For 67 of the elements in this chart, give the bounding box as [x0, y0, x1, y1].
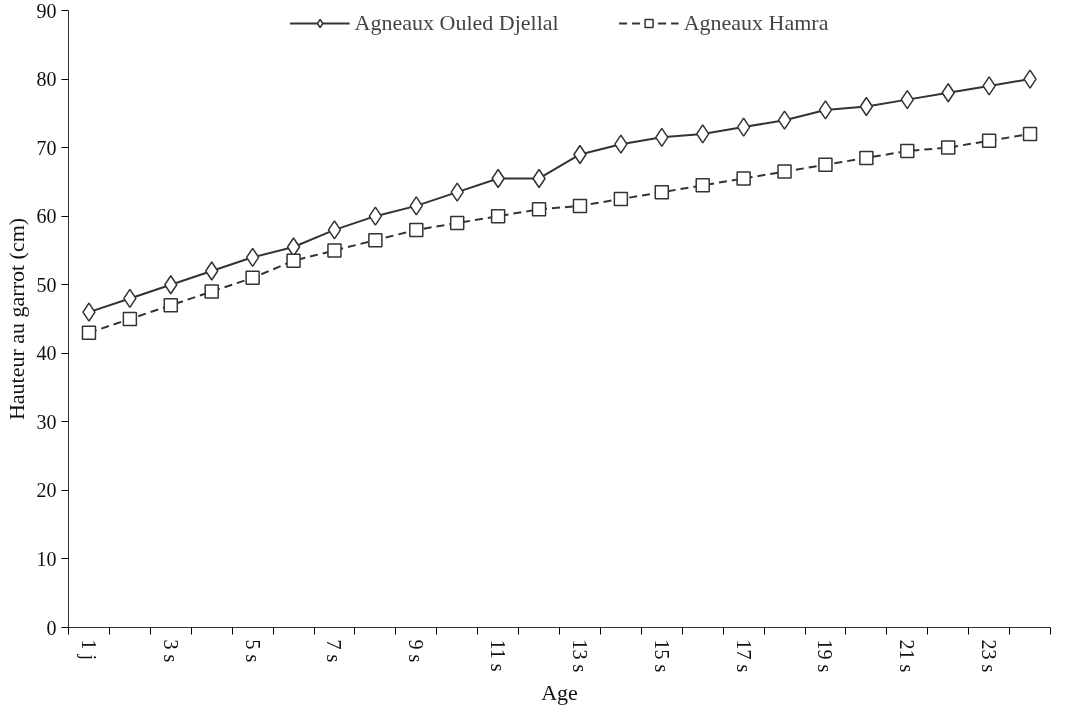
legend-label: Agneaux Hamra	[683, 10, 829, 36]
x-axis-title: Age	[541, 680, 578, 706]
x-tick-label: 7 s	[323, 639, 346, 663]
point	[409, 196, 424, 216]
point	[654, 184, 670, 200]
point	[122, 311, 138, 327]
y-tick-label: 80	[36, 68, 57, 91]
point	[327, 220, 342, 240]
point	[941, 83, 955, 103]
y-tick-label: 50	[36, 273, 57, 296]
y-tick-label: 20	[36, 479, 57, 502]
point	[613, 191, 629, 207]
point	[940, 140, 956, 155]
point	[490, 208, 506, 224]
y-tick-label: 60	[36, 205, 57, 228]
x-tick-label: 3 s	[159, 639, 182, 663]
point	[981, 133, 997, 149]
point	[818, 157, 833, 172]
point	[859, 150, 874, 166]
x-tick-label: 17 s	[732, 639, 755, 673]
point	[900, 89, 915, 110]
point	[614, 134, 628, 154]
point	[1023, 69, 1037, 89]
y-tick-label: 40	[36, 342, 57, 365]
point	[572, 198, 588, 214]
point	[736, 117, 751, 137]
legend-label: Agneaux Ouled Djellal	[354, 10, 559, 36]
point	[818, 100, 833, 120]
point	[409, 222, 424, 238]
point	[82, 302, 96, 322]
point	[531, 202, 547, 217]
x-tick-label: 1 j	[76, 639, 100, 661]
point	[327, 243, 342, 258]
point	[900, 143, 915, 159]
point	[204, 261, 219, 281]
point	[777, 110, 792, 130]
point	[695, 124, 710, 144]
y-axis-title: Hauteur au garrot (cm)	[3, 217, 29, 421]
point	[286, 253, 301, 268]
point	[1022, 126, 1038, 142]
y-tick-label: 90	[36, 0, 57, 22]
x-tick-label: 9 s	[405, 639, 428, 663]
x-tick-label: 21 s	[896, 639, 919, 673]
point	[982, 76, 996, 96]
point	[736, 171, 751, 186]
x-tick-label: 19 s	[814, 639, 837, 673]
y-tick-label: 10	[36, 547, 57, 570]
x-tick-label: 11 s	[487, 639, 510, 672]
point	[695, 178, 710, 193]
x-tick-label: 15 s	[650, 639, 673, 673]
point	[859, 96, 874, 117]
point	[245, 247, 260, 268]
x-tick-label: 23 s	[978, 639, 1001, 673]
point	[204, 284, 219, 299]
point	[777, 164, 792, 179]
point	[450, 182, 464, 202]
point	[163, 298, 179, 313]
y-tick-label: 0	[46, 616, 57, 639]
point	[449, 215, 465, 231]
point	[81, 325, 97, 340]
x-tick-label: 13 s	[568, 639, 591, 673]
y-tick-label: 70	[36, 136, 57, 159]
y-tick-label: 30	[36, 410, 57, 433]
point	[368, 206, 383, 226]
point	[245, 270, 260, 286]
x-tick-label: 5 s	[241, 639, 264, 663]
point	[368, 232, 383, 248]
